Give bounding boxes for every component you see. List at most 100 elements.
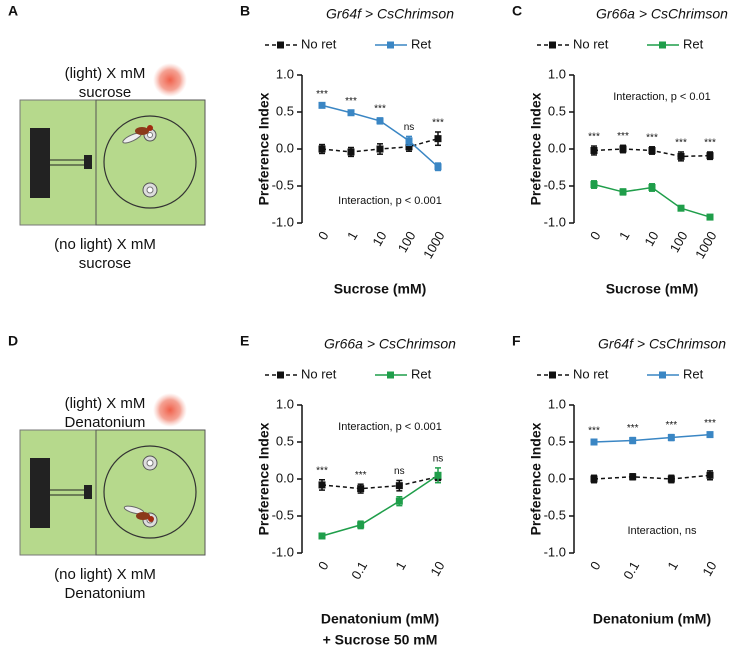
y-tick-label: 0.5 (276, 433, 294, 448)
series-line (593, 433, 711, 443)
significance: ns (433, 454, 444, 465)
data-point (590, 181, 598, 189)
panel-label: F (512, 333, 521, 349)
data-point (357, 485, 365, 493)
connector (30, 128, 50, 198)
food-well (146, 186, 154, 194)
data-point (434, 163, 442, 171)
y-tick-label: -1.0 (544, 544, 566, 559)
data-point (590, 475, 598, 483)
legend-label: Ret (683, 36, 704, 51)
significance: *** (704, 138, 716, 149)
y-axis-label: Preference Index (256, 422, 272, 535)
y-tick-label: -1.0 (544, 214, 566, 229)
legend-marker (277, 41, 284, 49)
condition-label: Denatonium (65, 414, 146, 431)
legend-label: No ret (301, 36, 337, 51)
x-axis-label: Denatonium (mM) (593, 611, 711, 627)
legend-marker (659, 41, 666, 49)
significance: *** (345, 96, 357, 107)
significance: *** (355, 470, 367, 481)
x-tick-label: 0 (587, 229, 604, 243)
condition-label: Denatonium (65, 585, 146, 602)
data-point (318, 481, 326, 489)
significance: *** (617, 131, 629, 142)
interaction-note: Interaction, p < 0.001 (338, 421, 442, 433)
arena-diagram: A (light) X mM sucrose (no light) X mM sucro… (8, 3, 206, 272)
light-spot (153, 63, 187, 97)
y-axis-label: Preference Index (256, 92, 272, 205)
data-point (376, 145, 384, 153)
y-tick-label: 1.0 (548, 66, 566, 81)
significance: ns (394, 466, 405, 477)
chart: B Gr64f > CsChrimson No ret Ret -1.0 -0.5 0.0 0… (240, 3, 454, 297)
data-point (405, 137, 413, 145)
data-point (590, 146, 598, 154)
significance: ns (404, 122, 415, 133)
y-axis-label: Preference Index (528, 92, 544, 205)
data-point (318, 145, 326, 153)
condition-label: (light) X mM (65, 65, 146, 82)
chart-title: Gr66a > CsChrimson (324, 336, 456, 352)
data-point (629, 437, 637, 445)
y-tick-label: 1.0 (548, 396, 566, 411)
x-tick-label: 10 (427, 559, 447, 579)
significance: *** (588, 132, 600, 143)
arena-diagram: D (light) X mM Denatonium (no light) X mM De… (8, 333, 206, 602)
fly (122, 125, 153, 144)
significance: *** (665, 420, 677, 431)
data-point (395, 482, 403, 490)
y-tick-label: 1.0 (276, 396, 294, 411)
x-tick-label: 1 (616, 229, 633, 243)
y-tick-label: 0.0 (548, 470, 566, 485)
x-axis-label: + Sucrose 50 mM (323, 632, 438, 648)
panel-label: A (8, 3, 18, 19)
series-line (321, 474, 439, 537)
data-point (706, 471, 714, 479)
data-point (619, 145, 627, 153)
data-point (706, 431, 714, 439)
condition-label: sucrose (79, 84, 132, 101)
x-tick-label: 0 (587, 559, 604, 573)
data-point (648, 183, 656, 191)
panel-label: C (512, 3, 522, 19)
significance: *** (627, 423, 639, 434)
condition-label: (no light) X mM (54, 566, 156, 583)
chart-title: Gr64f > CsChrimson (326, 6, 454, 22)
data-point (706, 213, 714, 221)
x-tick-label: 100 (667, 229, 691, 255)
arena-circle (103, 115, 197, 209)
condition-label: sucrose (79, 255, 132, 272)
data-point (318, 532, 326, 540)
interaction-note: Interaction, p < 0.001 (338, 195, 442, 207)
legend-marker (387, 371, 394, 379)
food-well (147, 132, 153, 138)
data-point (434, 471, 442, 479)
chart: C Gr66a > CsChrimson No ret Ret -1.0 -0.5 0.0 0… (512, 3, 728, 297)
arena-chamber (95, 429, 206, 556)
plug (84, 485, 92, 499)
significance: *** (316, 89, 328, 100)
x-tick-label: 0.1 (348, 559, 370, 582)
x-tick-label: 0.1 (620, 559, 642, 582)
y-tick-label: -0.5 (544, 177, 566, 192)
y-tick-label: 1.0 (276, 66, 294, 81)
data-point (357, 521, 365, 529)
chart-title: Gr64f > CsChrimson (598, 336, 726, 352)
arena-chamber (95, 99, 206, 226)
y-tick-label: 0.0 (548, 140, 566, 155)
y-tick-label: 0.0 (276, 140, 294, 155)
legend-marker (387, 41, 394, 49)
chart-title: Gr66a > CsChrimson (596, 6, 728, 22)
interaction-note: Interaction, p < 0.01 (613, 91, 711, 103)
data-point (677, 152, 685, 160)
y-tick-label: -1.0 (272, 214, 294, 229)
x-axis-label: Sucrose (mM) (606, 281, 699, 297)
y-tick-label: 0.0 (276, 470, 294, 485)
legend-label: No ret (573, 36, 609, 51)
data-point (405, 143, 413, 151)
data-point (434, 135, 442, 143)
legend-marker (277, 371, 284, 379)
x-tick-label: 1 (664, 559, 681, 573)
data-point (667, 475, 675, 483)
